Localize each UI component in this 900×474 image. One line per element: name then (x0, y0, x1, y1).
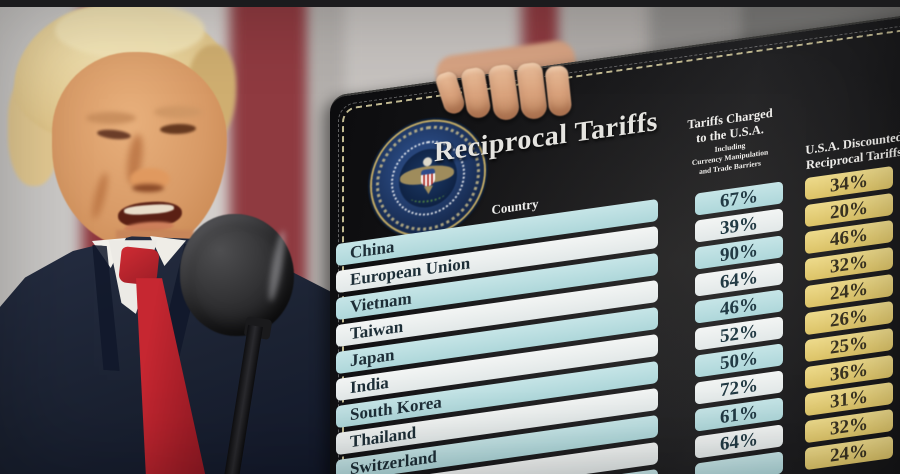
finger (459, 66, 493, 120)
nose (132, 184, 164, 192)
finger (544, 64, 573, 118)
hair (55, 2, 205, 58)
finger (515, 61, 549, 121)
finger (487, 63, 521, 122)
eyebrow (86, 112, 136, 124)
letterbox-bar (0, 0, 900, 7)
microphone-windscreen (180, 214, 294, 336)
eyebrow (154, 106, 202, 118)
